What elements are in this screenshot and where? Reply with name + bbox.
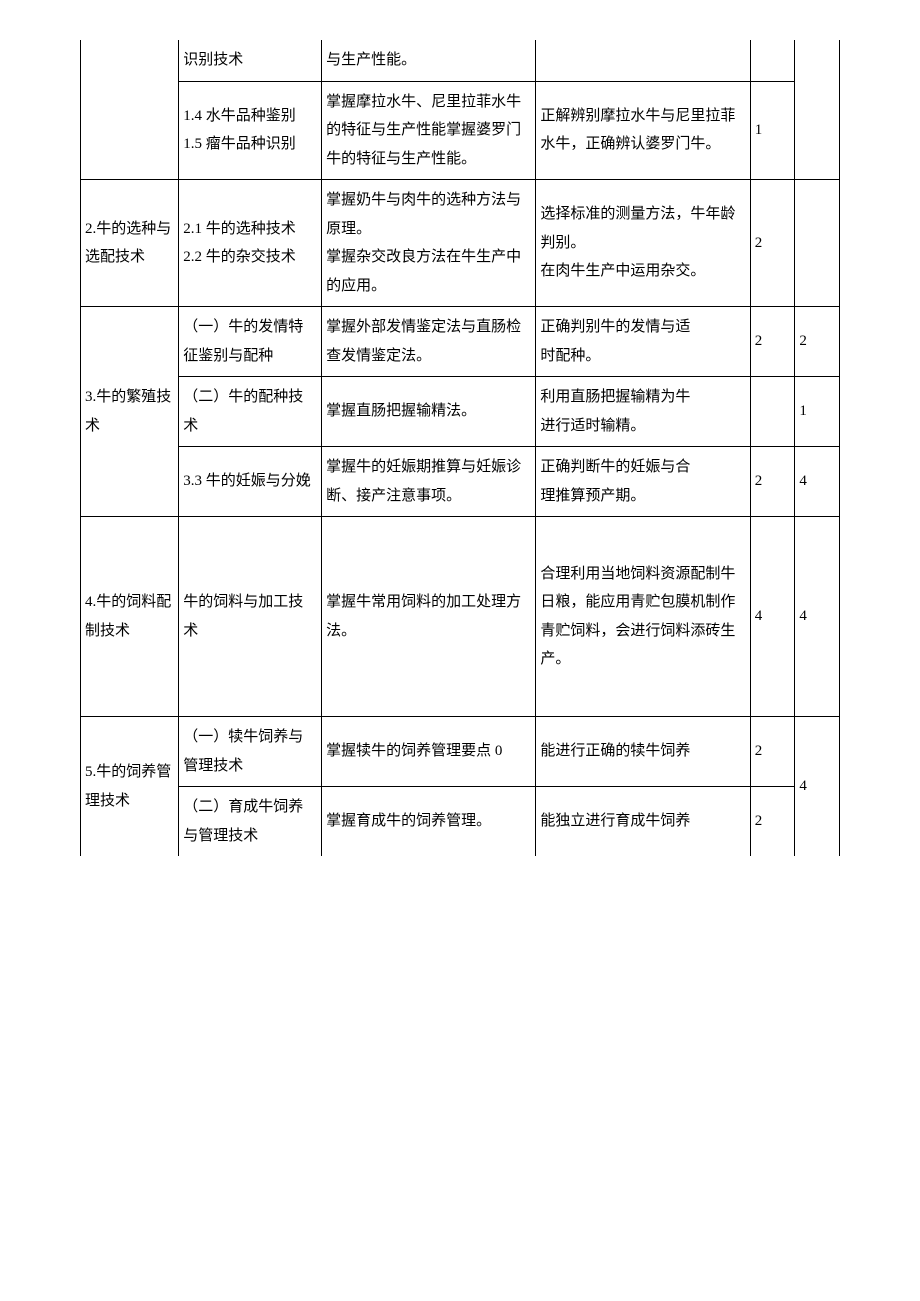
table-cell: 正确判断牛的妊娠与合理推算预产期。 bbox=[536, 447, 750, 517]
table-cell bbox=[81, 40, 179, 81]
table-row: 2.牛的选种与选配技术2.1 牛的选种技术2.2 牛的杂交技术掌握奶牛与肉牛的选… bbox=[81, 180, 840, 307]
table-cell: 1 bbox=[750, 81, 795, 180]
table-cell: 4.牛的饲料配制技术 bbox=[81, 517, 179, 717]
table-cell: 4 bbox=[795, 717, 840, 857]
table-cell: 2 bbox=[750, 307, 795, 377]
table-cell bbox=[795, 40, 840, 81]
table-cell: 2 bbox=[750, 180, 795, 307]
table-row: 识别技术与生产性能。 bbox=[81, 40, 840, 81]
table-cell: 4 bbox=[795, 517, 840, 717]
table-cell: 5.牛的饲养管理技术 bbox=[81, 717, 179, 857]
table-cell: 2 bbox=[750, 447, 795, 517]
table-cell: 3.牛的繁殖技术 bbox=[81, 307, 179, 517]
table-cell: 3.3 牛的妊娠与分娩 bbox=[179, 447, 322, 517]
table-cell: 1.4 水牛品种鉴别1.5 瘤牛品种识别 bbox=[179, 81, 322, 180]
table-row: 3.3 牛的妊娠与分娩掌握牛的妊娠期推算与妊娠诊断、接产注意事项。正确判断牛的妊… bbox=[81, 447, 840, 517]
table-row: （二）育成牛饲养与管理技术掌握育成牛的饲养管理。能独立进行育成牛饲养2 bbox=[81, 787, 840, 857]
table-cell: 1 bbox=[795, 377, 840, 447]
table-row: 5.牛的饲养管理技术（一）犊牛饲养与管理技术掌握犊牛的饲养管理要点 0能进行正确… bbox=[81, 717, 840, 787]
table-cell: 牛的饲料与加工技术 bbox=[179, 517, 322, 717]
table-cell: （一）牛的发情特征鉴别与配种 bbox=[179, 307, 322, 377]
table-cell: 掌握牛的妊娠期推算与妊娠诊断、接产注意事项。 bbox=[322, 447, 536, 517]
table-cell bbox=[795, 81, 840, 180]
table-cell: 4 bbox=[795, 447, 840, 517]
table-cell: 掌握牛常用饲料的加工处理方法。 bbox=[322, 517, 536, 717]
table-cell bbox=[750, 377, 795, 447]
table-cell: 掌握犊牛的饲养管理要点 0 bbox=[322, 717, 536, 787]
table-cell: 能进行正确的犊牛饲养 bbox=[536, 717, 750, 787]
table-cell: 掌握直肠把握输精法。 bbox=[322, 377, 536, 447]
table-row: 1.4 水牛品种鉴别1.5 瘤牛品种识别掌握摩拉水牛、尼里拉菲水牛的特征与生产性… bbox=[81, 81, 840, 180]
table-cell: （一）犊牛饲养与管理技术 bbox=[179, 717, 322, 787]
table-cell bbox=[81, 81, 179, 180]
table-cell bbox=[536, 40, 750, 81]
table-cell: 掌握育成牛的饲养管理。 bbox=[322, 787, 536, 857]
table-cell: （二）牛的配种技术 bbox=[179, 377, 322, 447]
table-cell bbox=[750, 40, 795, 81]
table-cell: 能独立进行育成牛饲养 bbox=[536, 787, 750, 857]
table-cell: 掌握奶牛与肉牛的选种方法与原理。掌握杂交改良方法在牛生产中的应用。 bbox=[322, 180, 536, 307]
table-cell: 4 bbox=[750, 517, 795, 717]
table-cell: 2.1 牛的选种技术2.2 牛的杂交技术 bbox=[179, 180, 322, 307]
curriculum-table: 识别技术与生产性能。1.4 水牛品种鉴别1.5 瘤牛品种识别掌握摩拉水牛、尼里拉… bbox=[80, 40, 840, 856]
table-cell: 掌握外部发情鉴定法与直肠检查发情鉴定法。 bbox=[322, 307, 536, 377]
table-cell: 2.牛的选种与选配技术 bbox=[81, 180, 179, 307]
table-cell: （二）育成牛饲养与管理技术 bbox=[179, 787, 322, 857]
table-cell: 利用直肠把握输精为牛进行适时输精。 bbox=[536, 377, 750, 447]
table-cell: 正解辨别摩拉水牛与尼里拉菲水牛，正确辨认婆罗门牛。 bbox=[536, 81, 750, 180]
table-cell: 2 bbox=[750, 787, 795, 857]
table-cell: 2 bbox=[750, 717, 795, 787]
table-row: 4.牛的饲料配制技术牛的饲料与加工技术掌握牛常用饲料的加工处理方法。合理利用当地… bbox=[81, 517, 840, 717]
table-cell: 与生产性能。 bbox=[322, 40, 536, 81]
table-cell: 选择标准的测量方法，牛年龄判别。在肉牛生产中运用杂交。 bbox=[536, 180, 750, 307]
table-cell: 掌握摩拉水牛、尼里拉菲水牛的特征与生产性能掌握婆罗门牛的特征与生产性能。 bbox=[322, 81, 536, 180]
table-cell bbox=[795, 180, 840, 307]
table-row: 3.牛的繁殖技术（一）牛的发情特征鉴别与配种掌握外部发情鉴定法与直肠检查发情鉴定… bbox=[81, 307, 840, 377]
table-cell: 2 bbox=[795, 307, 840, 377]
table-cell: 识别技术 bbox=[179, 40, 322, 81]
table-cell: 正确判别牛的发情与适时配种。 bbox=[536, 307, 750, 377]
table-row: （二）牛的配种技术掌握直肠把握输精法。利用直肠把握输精为牛进行适时输精。 1 bbox=[81, 377, 840, 447]
table-cell: 合理利用当地饲料资源配制牛日粮，能应用青贮包膜机制作青贮饲料，会进行饲料添砖生产… bbox=[536, 517, 750, 717]
